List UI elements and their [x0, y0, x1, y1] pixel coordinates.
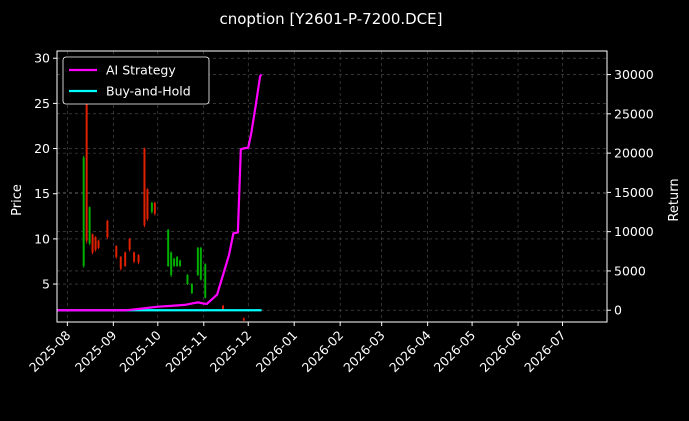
price-candle: [82, 157, 85, 266]
price-candle: [91, 234, 94, 253]
x-tick-label: 2026-04: [386, 327, 434, 375]
price-candle: [137, 255, 140, 263]
y-tick-label-right: 5000: [614, 263, 646, 278]
price-candle: [97, 240, 100, 248]
x-tick-label: 2025-12: [207, 328, 255, 376]
price-candle: [150, 202, 153, 212]
legend: AI Strategy Buy-and-Hold: [62, 56, 210, 105]
y-tick-label-left: 5: [42, 277, 50, 292]
y-tick-label-right: 10000: [614, 224, 654, 239]
y-axis-label-left: Price: [10, 184, 25, 216]
price-candle: [124, 252, 127, 266]
price-candle: [128, 238, 131, 250]
price-candle: [119, 256, 122, 269]
price-candle: [115, 246, 118, 257]
ai-strategy-line: [57, 73, 263, 312]
price-candle: [204, 264, 207, 298]
x-tick-label: 2026-03: [340, 328, 388, 376]
price-candle: [167, 229, 170, 266]
x-tick-label: 2026-02: [299, 328, 347, 376]
x-tick-label: 2026-07: [521, 328, 569, 376]
y-tick-label-right: 15000: [614, 185, 654, 200]
x-tick-label: 2026-05: [431, 328, 479, 376]
price-candle: [199, 247, 202, 280]
price-candle: [190, 284, 193, 294]
y-tick-label-left: 10: [34, 231, 50, 246]
price-candle: [153, 202, 156, 214]
y-axis-label-right: Return: [667, 178, 682, 221]
chart-title: cnoption [Y2601-P-7200.DCE]: [220, 10, 443, 28]
price-candle: [186, 275, 189, 285]
price-candle: [173, 258, 176, 266]
x-tick-label: 2025-10: [116, 327, 164, 375]
y-tick-label-right: 0: [614, 303, 622, 318]
y-tick-label-left: 25: [34, 96, 50, 111]
y-tick-label-left: 20: [34, 141, 50, 156]
legend-label: Buy-and-Hold: [106, 84, 191, 99]
x-tick-label: 2025-11: [162, 328, 210, 376]
price-candle: [170, 252, 173, 276]
plot-frame: [56, 50, 608, 323]
price-candle: [196, 247, 199, 276]
price-candle: [143, 148, 146, 226]
price-candle: [146, 189, 149, 220]
price-candle: [176, 256, 179, 266]
price-candle: [222, 305, 225, 310]
price-candle: [133, 252, 136, 262]
legend-label: AI Strategy: [106, 63, 176, 78]
x-tick-label: 2025-08: [26, 327, 74, 375]
legend-box: [62, 56, 210, 105]
price-candle: [242, 318, 245, 321]
price-candle: [94, 237, 97, 250]
y-tick-label-left: 15: [34, 186, 50, 201]
price-candle: [179, 260, 182, 266]
y-tick-label-right: 20000: [614, 146, 654, 161]
price-candle: [85, 85, 88, 241]
x-tick-label: 2026-01: [253, 328, 301, 376]
y-tick-label-left: 30: [34, 51, 50, 66]
price-candle: [88, 207, 91, 244]
y-tick-label-right: 30000: [614, 67, 654, 82]
x-tick-label: 2025-09: [72, 327, 120, 375]
price-candle: [106, 220, 109, 238]
x-tick-label: 2026-06: [477, 327, 525, 375]
y-tick-label-right: 25000: [614, 106, 654, 121]
